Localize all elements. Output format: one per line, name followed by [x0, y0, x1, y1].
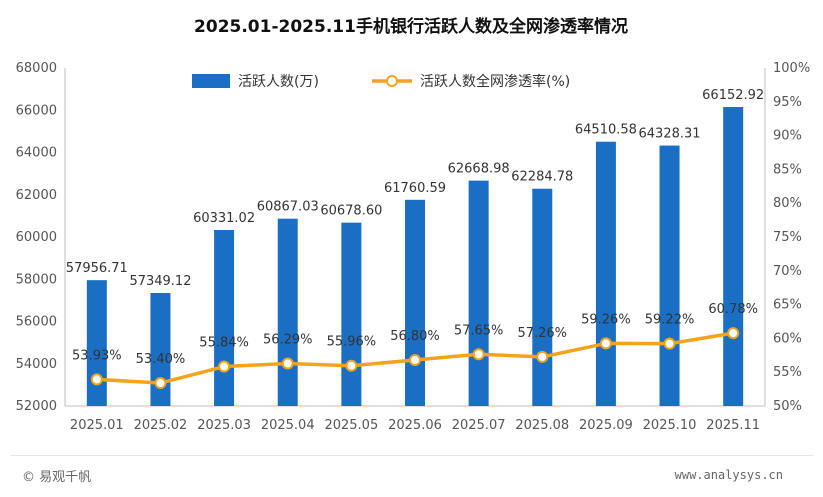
bar-data-label: 62284.78	[511, 170, 573, 185]
left-axis-tick-label: 68000	[16, 61, 57, 76]
bar	[214, 230, 235, 406]
line-point	[154, 377, 167, 390]
left-axis-tick-label: 58000	[16, 272, 57, 287]
x-axis-tick-label: 2025.07	[452, 418, 506, 433]
axes: 52000 54000 56000 58000 60000 62000 64000 66000…	[16, 61, 811, 433]
bar-data-label: 57956.71	[66, 261, 128, 276]
right-axis-tick-label: 85%	[773, 162, 802, 177]
line-point	[727, 327, 740, 340]
right-axis-tick-label: 60%	[773, 331, 802, 346]
line-data-label: 59.26%	[581, 312, 631, 327]
bar	[659, 145, 680, 406]
line-data-label: 56.29%	[263, 332, 313, 347]
x-axis-tick-label: 2025.11	[706, 418, 760, 433]
line-data-label: 55.84%	[199, 336, 249, 351]
line-point	[345, 359, 358, 372]
x-axis-tick-label: 2025.10	[643, 418, 697, 433]
bar	[468, 180, 489, 406]
right-axis-tick-label: 50%	[773, 399, 802, 414]
x-axis-tick-label: 2025.05	[324, 418, 378, 433]
left-axis-tick-label: 52000	[16, 399, 57, 414]
right-axis-tick-label: 70%	[773, 264, 802, 279]
legend-line-label: 活跃人数全网渗透率(%)	[420, 73, 570, 90]
line-data-label: 56.80%	[390, 329, 440, 344]
left-axis-tick-label: 56000	[16, 315, 57, 330]
bar-data-label: 64328.31	[639, 127, 701, 142]
x-axis-tick-label: 2025.08	[515, 418, 569, 433]
left-axis-tick-label: 60000	[16, 230, 57, 245]
legend: 活跃人数(万) 活跃人数全网渗透率(%)	[192, 73, 570, 90]
x-axis-tick-label: 2025.09	[579, 418, 633, 433]
legend-line-marker	[386, 75, 398, 87]
source-label: © 易观千帆	[22, 470, 92, 485]
legend-bar-swatch	[192, 74, 230, 88]
bar	[86, 280, 107, 406]
line-data-label: 55.96%	[327, 335, 377, 350]
line-point	[281, 357, 294, 370]
bar	[277, 218, 298, 406]
chart-title: 2025.01-2025.11手机银行活跃人数及全网渗透率情况	[194, 16, 628, 37]
x-axis-tick-label: 2025.04	[261, 418, 315, 433]
left-axis-tick-label: 54000	[16, 357, 57, 372]
footer-divider	[10, 455, 813, 456]
line-series	[90, 327, 740, 390]
left-axis-tick-label: 66000	[16, 103, 57, 118]
right-axis-tick-label: 100%	[773, 61, 810, 76]
right-axis-tick-label: 80%	[773, 196, 802, 211]
x-axis-tick-label: 2025.02	[134, 418, 188, 433]
line-data-label: 57.26%	[517, 326, 567, 341]
line-data-label: 60.78%	[708, 302, 758, 317]
bar-data-label: 64510.58	[575, 123, 637, 138]
legend-bar-label: 活跃人数(万)	[238, 74, 319, 90]
bar-data-label: 66152.92	[702, 88, 764, 103]
right-axis-tick-label: 65%	[773, 298, 802, 313]
x-axis-tick-label: 2025.01	[70, 418, 124, 433]
chart-canvas: 2025.01-2025.11手机银行活跃人数及全网渗透率情况 52000 540…	[16, 16, 811, 433]
line-point	[599, 337, 612, 350]
line-point	[218, 360, 231, 373]
bar-data-label: 60678.60	[320, 204, 382, 219]
bar	[150, 292, 171, 406]
line-data-label: 53.93%	[72, 348, 122, 363]
left-axis-tick-label: 64000	[16, 146, 57, 161]
bar-data-label: 60867.03	[257, 200, 319, 215]
website-label: www.analysys.cn	[674, 468, 783, 482]
bar-data-label: 61760.59	[384, 181, 446, 196]
line-data-label: 53.40%	[136, 352, 186, 367]
right-axis-tick-label: 90%	[773, 129, 802, 144]
line-point	[663, 337, 676, 350]
left-axis-tick-label: 62000	[16, 188, 57, 203]
bar-data-label: 62668.98	[448, 162, 510, 177]
right-axis-tick-label: 95%	[773, 95, 802, 110]
bar	[341, 222, 362, 406]
line-point	[472, 348, 485, 361]
bar	[405, 199, 425, 406]
bar-data-label: 57349.12	[129, 274, 191, 289]
line-point	[90, 373, 103, 386]
x-axis-tick-label: 2025.06	[388, 418, 442, 433]
bar	[532, 188, 553, 406]
x-axis-tick-label: 2025.03	[197, 418, 251, 433]
bar	[595, 141, 616, 407]
right-axis-tick-label: 55%	[773, 365, 802, 380]
right-axis-tick-label: 75%	[773, 230, 802, 245]
line-point	[536, 350, 549, 363]
line-data-label: 59.22%	[645, 313, 695, 328]
bar-data-label: 60331.02	[193, 211, 255, 226]
line-data-label: 57.65%	[454, 323, 504, 338]
line-point	[409, 354, 421, 367]
bar	[723, 107, 744, 406]
